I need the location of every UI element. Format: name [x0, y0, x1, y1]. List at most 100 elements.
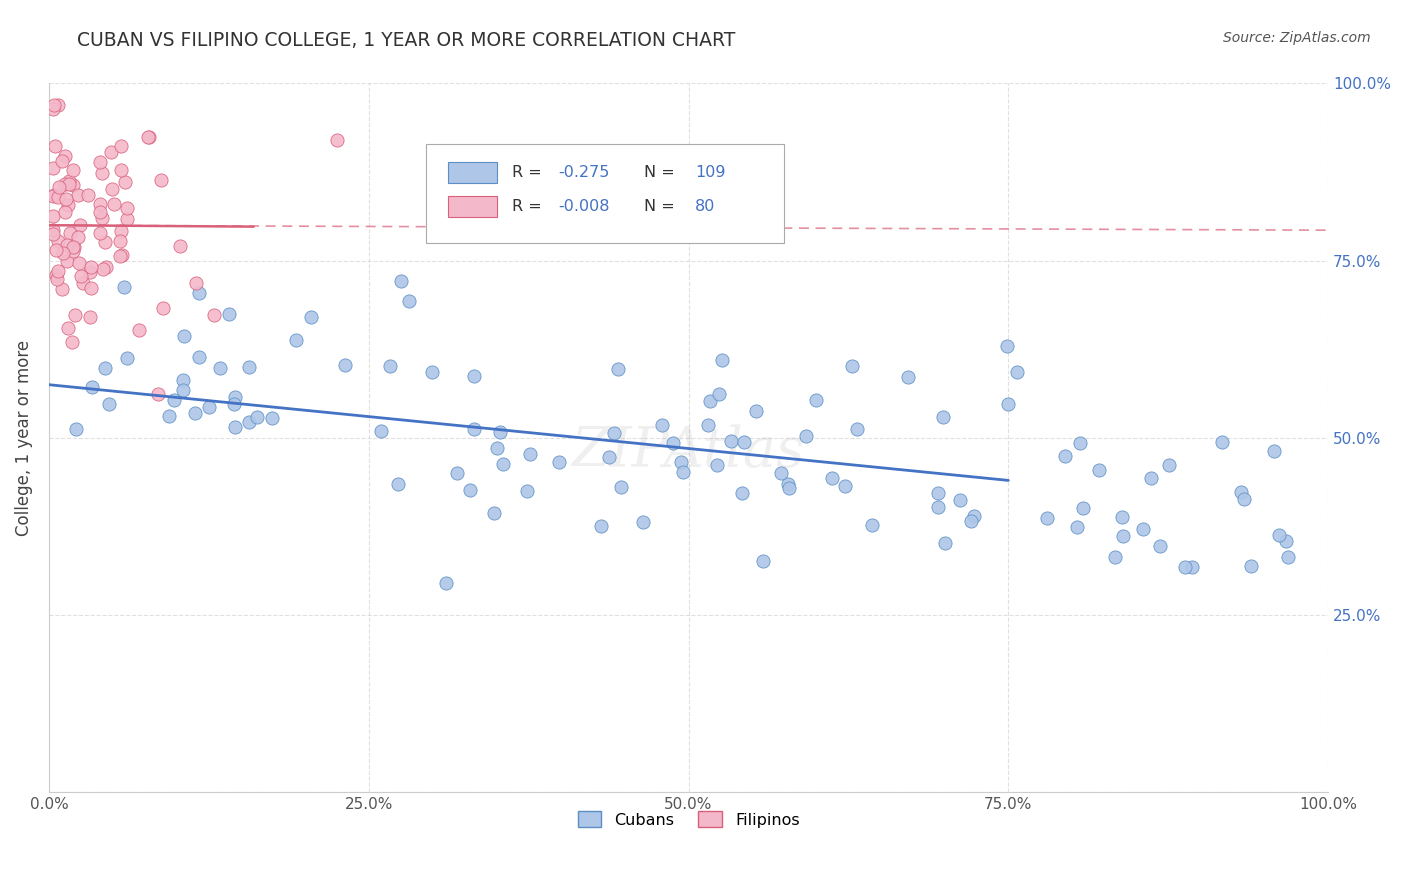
Point	[79, 265, 101, 279]
Point	[1036, 511, 1059, 525]
Point	[55, 192, 77, 206]
Point	[162, 392, 184, 407]
Point	[42, 97, 65, 112]
Text: R =: R =	[512, 164, 547, 179]
Point	[710, 353, 733, 368]
Point	[62, 178, 84, 192]
Point	[696, 418, 718, 433]
Point	[46, 263, 69, 277]
Point	[769, 466, 792, 480]
Point	[934, 535, 956, 549]
Point	[821, 470, 844, 484]
Point	[485, 441, 508, 455]
Point	[260, 410, 283, 425]
Point	[97, 397, 120, 411]
Point	[48, 234, 70, 248]
Point	[224, 390, 246, 404]
Text: CUBAN VS FILIPINO COLLEGE, 1 YEAR OR MORE CORRELATION CHART: CUBAN VS FILIPINO COLLEGE, 1 YEAR OR MOR…	[77, 31, 735, 50]
Point	[114, 176, 136, 190]
Point	[128, 323, 150, 337]
Point	[1149, 539, 1171, 553]
Point	[62, 240, 84, 254]
Point	[491, 457, 513, 471]
Point	[1181, 559, 1204, 574]
Point	[1111, 510, 1133, 524]
Point	[463, 422, 485, 436]
Point	[172, 373, 194, 387]
Point	[1053, 449, 1076, 463]
Point	[94, 361, 117, 376]
Point	[1066, 520, 1088, 534]
Point	[53, 204, 76, 219]
Point	[117, 201, 139, 215]
Point	[1263, 444, 1285, 458]
Point	[79, 310, 101, 324]
Text: -0.008: -0.008	[558, 199, 610, 213]
Point	[1104, 549, 1126, 564]
Point	[63, 309, 86, 323]
Point	[1277, 549, 1299, 564]
Point	[1069, 436, 1091, 450]
Point	[89, 226, 111, 240]
Point	[66, 230, 89, 244]
Point	[184, 406, 207, 420]
Point	[1139, 471, 1161, 485]
Point	[188, 286, 211, 301]
Text: ZIPAtlas: ZIPAtlas	[572, 425, 806, 479]
Point	[48, 98, 70, 112]
Point	[48, 179, 70, 194]
Point	[59, 226, 82, 240]
Point	[238, 359, 260, 374]
Point	[146, 387, 169, 401]
Point	[609, 480, 631, 494]
Point	[82, 380, 104, 394]
Point	[489, 425, 512, 440]
Point	[45, 268, 67, 283]
Point	[699, 394, 721, 409]
FancyBboxPatch shape	[426, 144, 785, 243]
Point	[333, 358, 356, 372]
Point	[806, 392, 828, 407]
Point	[960, 514, 983, 528]
Point	[62, 244, 84, 258]
Point	[58, 174, 80, 188]
Point	[173, 329, 195, 343]
Point	[238, 415, 260, 429]
Point	[927, 500, 949, 514]
Text: 80: 80	[695, 199, 716, 213]
Point	[519, 447, 541, 461]
Point	[662, 436, 685, 450]
Point	[598, 450, 620, 465]
Point	[186, 276, 208, 290]
Point	[69, 218, 91, 232]
Point	[671, 455, 693, 469]
Point	[149, 173, 172, 187]
Point	[62, 162, 84, 177]
Point	[60, 335, 83, 350]
Point	[157, 409, 180, 424]
Point	[752, 554, 775, 568]
Point	[110, 234, 132, 248]
Point	[420, 365, 443, 379]
Point	[707, 387, 730, 401]
Point	[66, 188, 89, 202]
Point	[80, 281, 103, 295]
Point	[733, 434, 755, 449]
Point	[434, 575, 457, 590]
Point	[463, 368, 485, 383]
Point	[42, 209, 65, 223]
Point	[115, 211, 138, 226]
Point	[202, 308, 225, 322]
Point	[1112, 529, 1135, 543]
Point	[326, 133, 349, 147]
Point	[744, 403, 766, 417]
Point	[152, 301, 174, 316]
Point	[67, 256, 90, 270]
Point	[89, 205, 111, 219]
FancyBboxPatch shape	[449, 162, 496, 184]
Point	[80, 260, 103, 274]
Point	[387, 477, 409, 491]
Point	[706, 458, 728, 472]
Point	[1087, 463, 1109, 477]
Point	[778, 481, 800, 495]
